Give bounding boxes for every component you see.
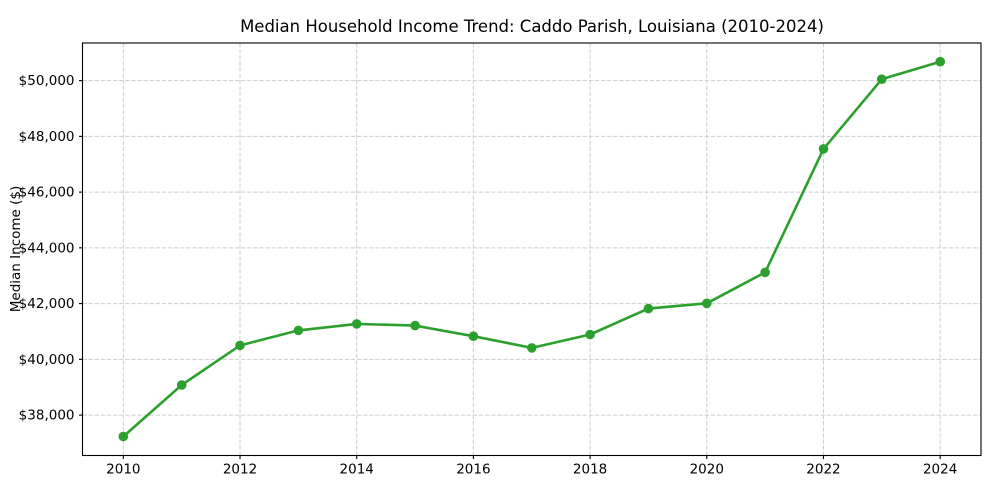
y-tick-label: $42,000 xyxy=(19,296,75,312)
data-point xyxy=(935,56,945,67)
x-tick-label: 2024 xyxy=(923,462,957,478)
x-tick-label: 2014 xyxy=(340,462,374,478)
data-point xyxy=(818,144,829,154)
axis-layer: $38,000 $40,000 $42,000 $44,000 $46,000 $48,0… xyxy=(19,42,982,478)
y-tick-label: $50,000 xyxy=(19,73,75,89)
data-layer xyxy=(118,56,945,442)
x-tick-label: 2016 xyxy=(456,462,490,478)
x-tick-label: 2022 xyxy=(806,462,840,478)
y-tick-label: $48,000 xyxy=(19,129,75,145)
data-point xyxy=(293,325,304,336)
series-line xyxy=(122,60,942,438)
data-point xyxy=(235,340,245,351)
x-tick-label: 2018 xyxy=(573,462,607,478)
data-point xyxy=(643,303,654,314)
x-tick-label: 2010 xyxy=(106,462,140,478)
data-point xyxy=(410,320,420,331)
data-point xyxy=(585,329,595,340)
data-point xyxy=(527,343,537,353)
plot-frame xyxy=(81,42,982,457)
grid-layer xyxy=(82,43,981,456)
y-tick-label: $44,000 xyxy=(19,240,75,256)
data-point xyxy=(468,331,479,342)
chart-title: Median Household Income Trend: Caddo Par… xyxy=(240,17,824,36)
y-tick-label: $40,000 xyxy=(19,352,75,368)
data-point xyxy=(176,380,187,390)
x-tick-label: 2012 xyxy=(223,462,257,478)
y-tick-label: $46,000 xyxy=(19,185,75,201)
data-point xyxy=(877,74,887,84)
data-point xyxy=(351,319,362,329)
y-tick-label: $38,000 xyxy=(19,408,75,424)
data-point xyxy=(760,267,770,278)
data-point xyxy=(118,431,129,442)
y-axis-label: Median Income ($) xyxy=(8,186,24,312)
x-tick-label: 2020 xyxy=(690,462,724,478)
data-point xyxy=(702,298,712,309)
